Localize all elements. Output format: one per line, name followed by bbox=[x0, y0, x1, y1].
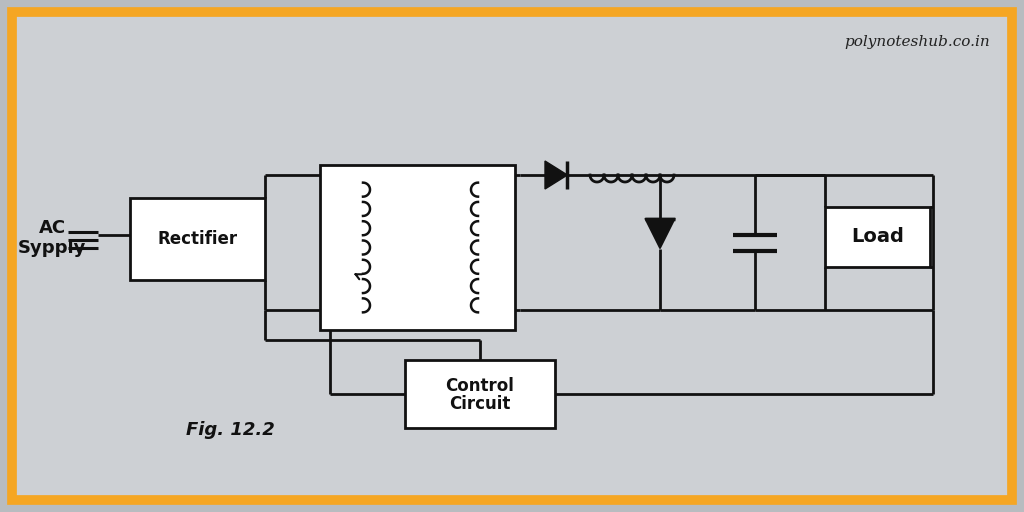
Text: Rectifier: Rectifier bbox=[158, 230, 238, 248]
Text: Fig. 12.2: Fig. 12.2 bbox=[185, 421, 274, 439]
Text: Control: Control bbox=[445, 377, 514, 395]
Text: polynoteshub.co.in: polynoteshub.co.in bbox=[844, 35, 990, 49]
Bar bbox=[319, 165, 515, 330]
Text: Circuit: Circuit bbox=[450, 395, 511, 413]
Text: Sypply: Sypply bbox=[17, 239, 86, 257]
Bar bbox=[130, 198, 265, 280]
FancyBboxPatch shape bbox=[12, 12, 1012, 500]
Polygon shape bbox=[645, 219, 675, 248]
Bar bbox=[825, 207, 930, 267]
Text: AC: AC bbox=[39, 219, 66, 237]
Bar bbox=[406, 360, 555, 428]
Polygon shape bbox=[545, 161, 567, 189]
Text: Load: Load bbox=[851, 227, 904, 246]
